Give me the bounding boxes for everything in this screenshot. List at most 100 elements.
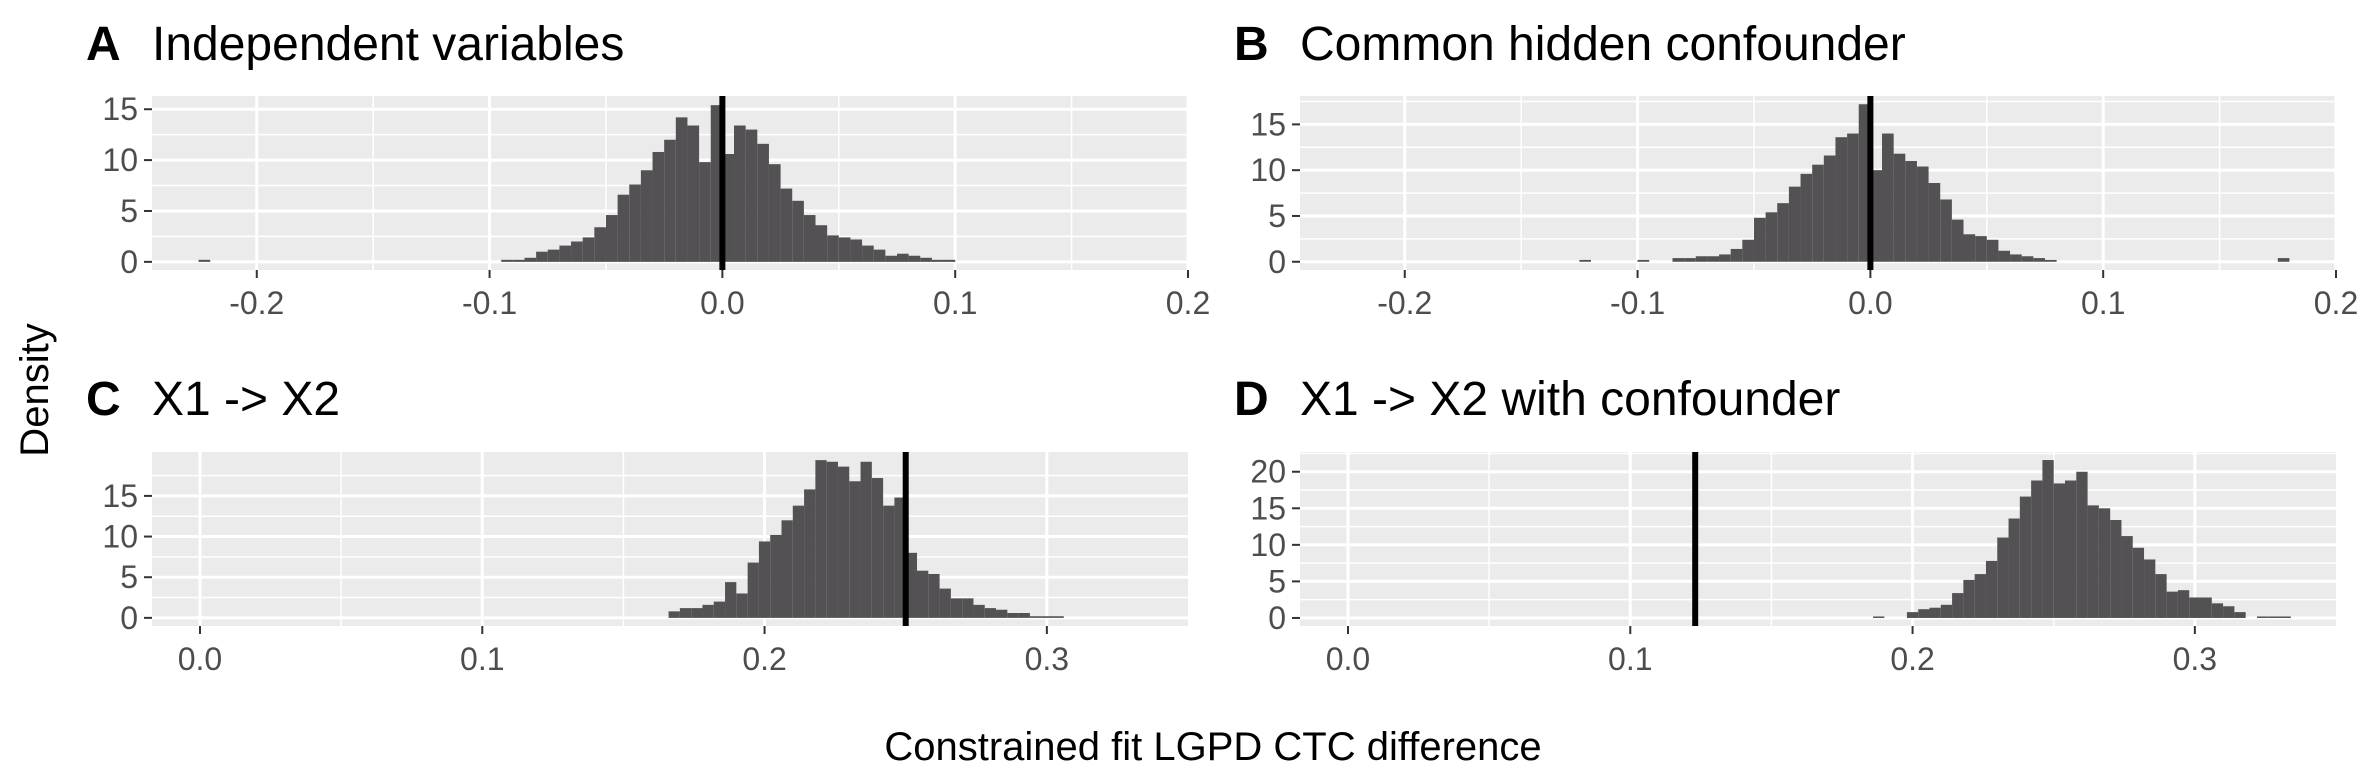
histogram-bar: [815, 460, 827, 618]
histogram-bar: [768, 164, 781, 262]
histogram-bar: [758, 541, 771, 618]
histogram-bar: [803, 215, 816, 262]
histogram-bar: [1963, 579, 1975, 618]
histogram-bar: [2211, 603, 2224, 618]
histogram-bar: [1823, 155, 1836, 262]
x-tick-label: 0.2: [1890, 641, 1934, 677]
panel-c-letter: C: [86, 373, 121, 426]
histogram-bar: [1929, 607, 1941, 618]
histogram-bar: [827, 235, 839, 262]
histogram-bar: [1695, 256, 1708, 262]
histogram-bar: [1928, 183, 1941, 262]
histogram-bar: [984, 608, 997, 618]
histogram-bar: [2144, 559, 2156, 618]
histogram-bar: [1684, 258, 1696, 262]
histogram-bar: [1975, 236, 1987, 262]
histogram-bar: [2008, 518, 2020, 618]
x-tick-label: 0.0: [1326, 641, 1370, 677]
histogram-bar: [1952, 593, 1964, 618]
histogram-bar: [1997, 537, 2009, 618]
y-axis-title: Density: [13, 323, 57, 456]
histogram-bar: [2200, 597, 2212, 618]
y-tick-label: 5: [120, 559, 138, 595]
y-tick-label: 5: [120, 193, 138, 229]
histogram-bar: [1007, 612, 1019, 618]
histogram-bar: [931, 259, 944, 262]
histogram-bar: [582, 237, 595, 262]
histogram-bar: [1998, 250, 2011, 262]
histogram-bar: [617, 194, 630, 262]
histogram-bar: [2019, 496, 2032, 618]
histogram-bar: [837, 466, 850, 618]
x-axis-title: Constrained fit LGPD CTC difference: [884, 725, 1541, 769]
histogram-bar: [713, 601, 726, 618]
histogram-bar: [547, 249, 560, 262]
histogram-bar: [815, 225, 828, 262]
y-tick-label: 20: [1250, 454, 1286, 490]
histogram-bar: [512, 259, 525, 262]
y-tick-label: 15: [102, 91, 138, 127]
x-tick-label: 0.0: [178, 641, 222, 677]
y-tick-label: 10: [102, 519, 138, 555]
histogram-bar: [871, 478, 884, 618]
histogram-bar: [2234, 612, 2246, 618]
histogram-bar: [2098, 508, 2111, 618]
x-tick-label: 0.1: [1608, 641, 1652, 677]
histogram-bar: [722, 154, 735, 262]
histogram-bar: [1052, 616, 1064, 618]
histogram-bar: [1800, 173, 1813, 262]
panel-d-title: X1 -> X2 with confounder: [1300, 373, 1840, 426]
histogram-bar: [2042, 460, 2054, 618]
histogram-bar: [2256, 616, 2269, 618]
y-tick-label: 10: [1250, 527, 1286, 563]
histogram-bar: [1672, 258, 1685, 262]
histogram-bar: [629, 184, 641, 262]
histogram-bar: [973, 604, 985, 618]
histogram-bar: [652, 151, 665, 262]
histogram-bar: [691, 608, 703, 618]
histogram-bar: [1765, 212, 1778, 262]
x-tick-label: 0.2: [742, 641, 786, 677]
x-tick-label: 0.2: [2314, 285, 2358, 321]
histogram-bar: [675, 117, 688, 262]
histogram-bar: [2031, 480, 2043, 618]
panel-b-letter: B: [1234, 18, 1269, 71]
histogram-bar: [1637, 259, 1650, 262]
histogram-bar: [826, 461, 838, 618]
histogram-bar: [1707, 256, 1720, 262]
histogram-bar: [736, 593, 748, 618]
histogram-bar: [725, 582, 737, 618]
x-tick-label: -0.1: [462, 285, 517, 321]
histogram-bar: [996, 609, 1008, 618]
histogram-bar: [792, 200, 804, 262]
histogram-bar: [1788, 186, 1801, 262]
histogram-bar: [1041, 616, 1053, 618]
histogram-bar: [838, 237, 851, 262]
panel-b-title: Common hidden confounder: [1300, 18, 1906, 71]
histogram-bar: [710, 105, 723, 262]
histogram-bar: [1873, 616, 1885, 618]
y-tick-label: 15: [1250, 106, 1286, 142]
histogram-bar: [770, 534, 782, 618]
histogram-bar: [699, 162, 711, 262]
histogram-bar: [559, 245, 572, 262]
histogram-bar: [939, 588, 951, 618]
histogram-bar: [2121, 536, 2133, 618]
histogram-bar: [1777, 203, 1789, 262]
histogram-bar: [2177, 590, 2190, 618]
panel-a-letter: A: [86, 18, 121, 71]
y-tick-label: 10: [1250, 152, 1286, 188]
histogram-bar: [1742, 239, 1754, 262]
x-tick-label: -0.2: [229, 285, 284, 321]
histogram-bar: [734, 125, 746, 262]
histogram-bar: [1730, 248, 1743, 262]
histogram-bar: [950, 598, 963, 618]
histogram-bar: [1916, 166, 1929, 262]
histogram-bar: [962, 598, 974, 618]
y-tick-label: 0: [120, 244, 138, 280]
histogram-bar: [198, 259, 211, 262]
histogram-bar: [2155, 574, 2167, 618]
x-tick-label: 0.2: [1166, 285, 1210, 321]
histogram-bar: [1906, 612, 1919, 618]
